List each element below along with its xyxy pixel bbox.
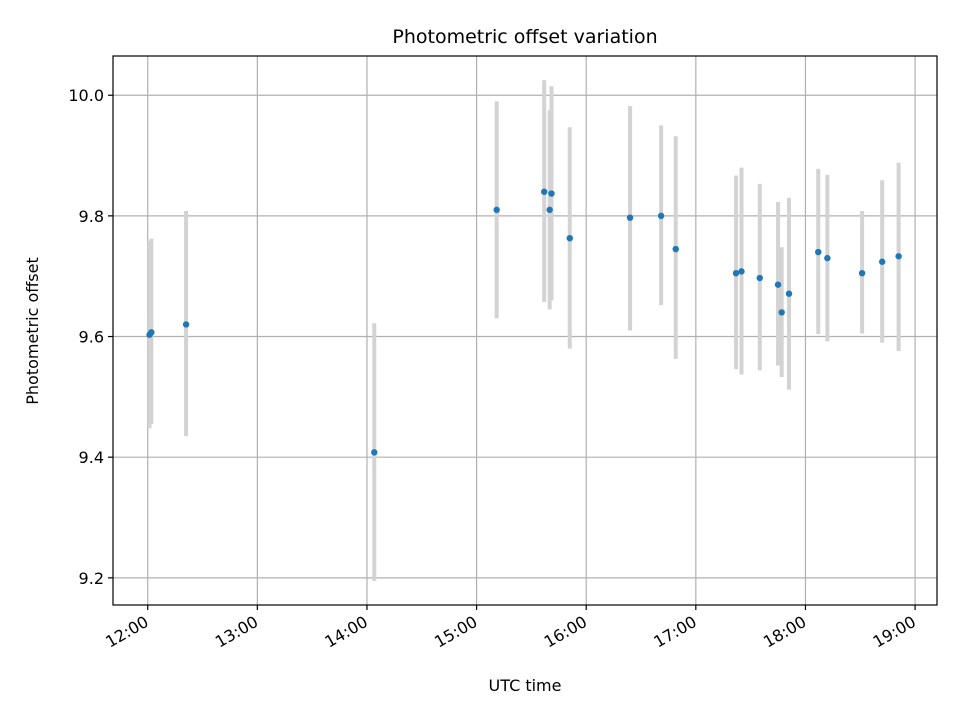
data-point <box>548 190 555 197</box>
chart-title: Photometric offset variation <box>392 26 657 48</box>
data-point <box>774 281 782 288</box>
y-tick-label: 9.6 <box>79 328 104 347</box>
data-point <box>148 329 155 336</box>
data-point <box>566 234 573 242</box>
data-point <box>626 214 634 221</box>
data-points <box>146 188 902 456</box>
data-point <box>878 258 886 265</box>
data-point <box>858 269 866 277</box>
y-tick-label: 9.4 <box>79 448 104 467</box>
data-point <box>657 212 665 220</box>
data-point <box>738 268 745 275</box>
y-axis-label: Photometric offset <box>23 257 42 405</box>
y-tick-label: 10.0 <box>68 86 104 105</box>
data-point <box>672 245 679 253</box>
y-tick-label: 9.8 <box>79 207 104 226</box>
grid <box>113 56 937 605</box>
y-tick-label: 9.2 <box>79 569 104 588</box>
data-point <box>371 449 378 456</box>
data-point <box>824 254 831 262</box>
data-point <box>778 309 785 316</box>
data-point <box>732 269 740 277</box>
data-point <box>182 321 190 328</box>
data-point <box>546 206 553 214</box>
data-point <box>540 188 548 195</box>
data-point <box>785 290 793 297</box>
data-point <box>756 274 763 282</box>
data-point <box>815 248 822 256</box>
data-point <box>493 206 500 214</box>
data-point <box>895 253 902 260</box>
x-axis-label: UTC time <box>489 676 562 695</box>
plot-frame <box>112 55 938 606</box>
